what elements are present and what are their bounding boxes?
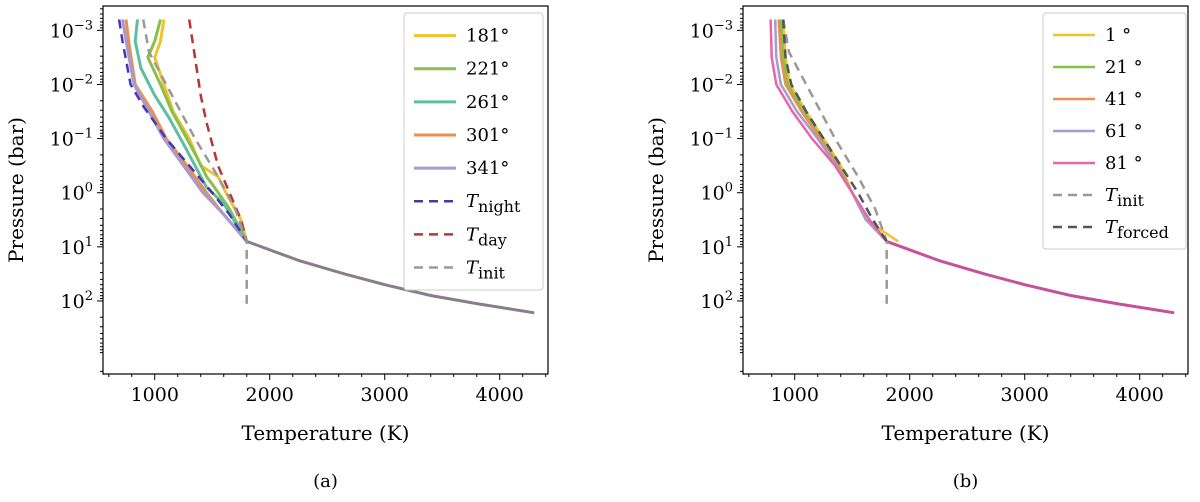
x-tick-label: 2000	[886, 384, 934, 406]
series-line-3	[773, 19, 888, 243]
panel-b: 1000 2000 3000 4000 10−3 10−2 10−1 100 101 102 Tem…	[644, 5, 1189, 492]
x-axis-label: Temperature (K)	[242, 421, 410, 445]
y-axis-label: Pressure (bar)	[4, 117, 28, 263]
legend-label: 41 °	[1105, 89, 1143, 110]
legend-label: Tnight	[466, 191, 521, 216]
panel-caption: (a)	[313, 471, 338, 492]
legend-label: Tinit	[466, 257, 506, 282]
x-tick-label: 3000	[1001, 384, 1049, 406]
x-tick-label: 1000	[771, 384, 819, 406]
series-tail-line	[246, 239, 535, 315]
series-line-5	[781, 19, 888, 310]
x-tick-label: 1000	[131, 384, 179, 406]
y-tick-label: 10−1	[690, 127, 733, 151]
x-tick-label: 2000	[246, 384, 294, 406]
y-tick-label: 10−1	[50, 127, 93, 151]
legend-label: Tday	[466, 224, 507, 249]
x-axis-label: Temperature (K)	[882, 421, 1050, 445]
panel-caption: (b)	[953, 471, 979, 492]
y-tick-label: 102	[701, 289, 733, 313]
legend-label: 341°	[466, 158, 509, 179]
y-tick-label: 10−2	[50, 72, 93, 96]
legend-box	[403, 12, 544, 291]
series-line-1	[779, 19, 888, 243]
series-tail-line	[886, 239, 1175, 315]
y-tick-label: 100	[61, 181, 93, 205]
legend-label: 301°	[466, 125, 509, 146]
series-line-4	[769, 19, 888, 243]
legend-label: Tinit	[1105, 185, 1145, 210]
y-tick-label: 101	[701, 235, 733, 259]
legend-label: 181°	[466, 26, 509, 47]
y-tick-label: 10−2	[690, 72, 733, 96]
x-tick-label: 4000	[476, 384, 524, 406]
x-tick-label: 4000	[1116, 384, 1164, 406]
series-line-4	[121, 19, 248, 243]
x-tick-label: 3000	[361, 384, 409, 406]
panel-a: 1000 2000 3000 4000 10−3 10−2 10−1 100 101 102 Tem…	[4, 5, 549, 492]
series-line-0	[153, 19, 249, 242]
legend-label: 61 °	[1105, 121, 1143, 142]
series-line-0	[781, 19, 899, 243]
series-line-5	[117, 19, 248, 243]
series-line-2	[133, 19, 248, 243]
legend-label: 221°	[466, 59, 509, 80]
legend: 1 ° 21 ° 41 ° 61 ° 81 ° Tinit Tforced	[1042, 12, 1187, 250]
series-line-7	[141, 19, 248, 310]
legend-label: 261°	[466, 92, 509, 113]
series-line-6	[781, 19, 888, 243]
legend-label: 81 °	[1105, 153, 1143, 174]
legend-box	[1042, 12, 1187, 250]
y-tick-label: 10−3	[690, 18, 733, 42]
series-line-6	[187, 19, 248, 242]
legend-label: 1 °	[1105, 25, 1131, 46]
y-tick-label: 10−3	[50, 18, 93, 42]
y-tick-label: 102	[61, 289, 93, 313]
legend-label: 21 °	[1105, 57, 1143, 78]
y-tick-label: 100	[701, 181, 733, 205]
series-line-2	[777, 19, 888, 243]
legend-label: Tforced	[1105, 217, 1169, 242]
y-axis-label: Pressure (bar)	[644, 117, 668, 263]
legend: 181° 221° 261° 301° 341° Tnight Tday Tinit	[403, 12, 544, 291]
y-tick-label: 101	[61, 235, 93, 259]
